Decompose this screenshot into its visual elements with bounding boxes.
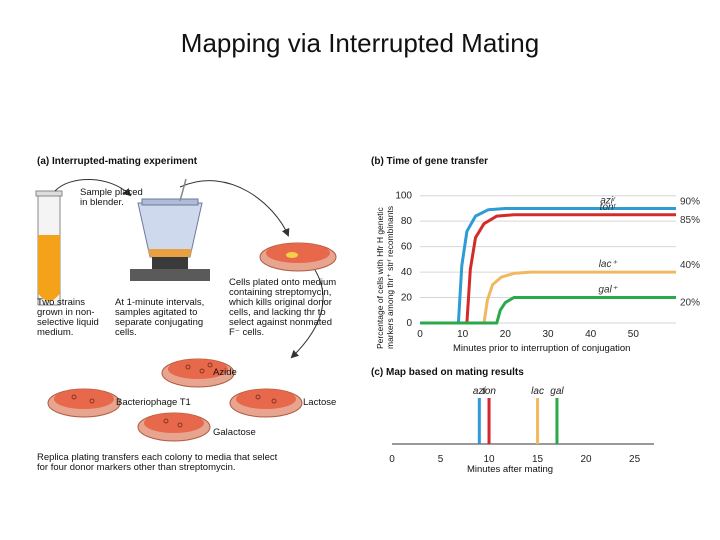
gene-transfer-chart: 0 20 40 60 80 100 0 10 20 30 40 50 aziʳ 90% tonʳ 85% lac…: [395, 191, 700, 340]
series-name-label: gal⁺: [598, 285, 617, 296]
series-name-label: tonʳ: [600, 202, 617, 213]
panel-c-heading: (c) Map based on mating results: [371, 367, 524, 378]
marker-label-ton: ton: [482, 386, 496, 397]
panel-c-xlabel: Minutes after mating: [467, 464, 554, 475]
y-tick-label: 20: [401, 293, 413, 304]
map-tick-label: 15: [532, 454, 544, 465]
x-tick-label: 0: [417, 329, 423, 340]
y-tick-label: 80: [401, 216, 413, 227]
y-tick-label: 100: [395, 191, 412, 202]
y-tick-label: 60: [401, 242, 413, 253]
bacteriophage-label: Bacteriophage T1: [116, 397, 191, 408]
cells-label: Cells plated onto medium containing stre…: [229, 277, 337, 338]
x-tick-label: 30: [542, 329, 554, 340]
series-name-label: aziʳ: [600, 195, 616, 206]
intervals-label: At 1-minute intervals, samples agitated …: [115, 297, 205, 338]
replica-label: Replica plating transfers each colony to…: [37, 452, 278, 473]
galactose-plate-icon: [137, 412, 211, 442]
map-tick-label: 0: [389, 454, 395, 465]
azide-plate-icon: [161, 358, 235, 388]
series-end-label: 40%: [680, 260, 700, 271]
sample-label: Sample placed in blender.: [80, 187, 143, 208]
y-tick-label: 40: [401, 267, 413, 278]
x-tick-label: 50: [628, 329, 640, 340]
strains-label: Two strains grown in non- selective liqu…: [37, 297, 99, 338]
galactose-label: Galactose: [213, 427, 256, 438]
y-tick-label: 0: [406, 318, 412, 329]
panel-b-xlabel: Minutes prior to interruption of conjuga…: [453, 343, 631, 354]
series-line-3: [420, 296, 676, 325]
map-tick-label: 25: [629, 454, 641, 465]
azide-label: Azide: [213, 367, 237, 378]
interrupted-mating-illustration: [35, 178, 337, 442]
slide-title: Mapping via Interrupted Mating: [180, 28, 540, 58]
series-line-2: [420, 270, 676, 325]
blender-icon: [130, 178, 210, 281]
test-tube-icon: [35, 190, 63, 306]
lactose-plate-icon: [229, 388, 303, 418]
lactose-label: Lactose: [303, 397, 337, 408]
x-tick-label: 40: [585, 329, 597, 340]
map-tick-label: 5: [438, 454, 444, 465]
series-end-label: 85%: [680, 215, 700, 226]
series-name-label: lac⁺: [599, 259, 618, 270]
map-tick-label: 10: [483, 454, 495, 465]
petri-dish-icon: [259, 242, 337, 272]
series-line-1: [420, 213, 676, 325]
map-tick-label: 20: [581, 454, 593, 465]
series-line-0: [420, 207, 676, 325]
marker-label-gal: gal: [550, 386, 564, 397]
x-tick-label: 20: [500, 329, 512, 340]
x-tick-label: 10: [457, 329, 469, 340]
marker-label-azi: azi: [473, 386, 487, 397]
series-end-label: 20%: [680, 298, 700, 309]
panel-b-heading: (b) Time of gene transfer: [371, 156, 489, 167]
series-end-label: 90%: [680, 196, 700, 207]
bacteriophage-plate-icon: [47, 388, 121, 418]
panel-a-heading: (a) Interrupted-mating experiment: [37, 156, 198, 167]
marker-label-lac: lac: [531, 386, 544, 397]
